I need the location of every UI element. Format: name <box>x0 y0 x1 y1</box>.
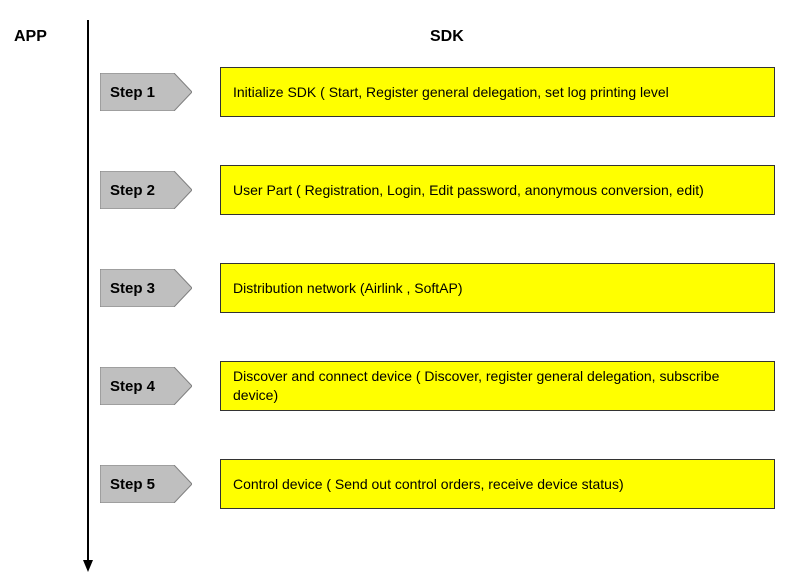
step-label-3: Step 3 <box>110 269 180 307</box>
step-arrow-3: Step 3 <box>100 269 192 307</box>
step-desc-1: Initialize SDK ( Start, Register general… <box>220 67 775 117</box>
step-arrow-4: Step 4 <box>100 367 192 405</box>
step-label-1: Step 1 <box>110 73 180 111</box>
step-arrow-5: Step 5 <box>100 465 192 503</box>
step-arrow-2: Step 2 <box>100 171 192 209</box>
header-app: APP <box>14 28 47 46</box>
timeline-arrow <box>83 20 97 580</box>
step-desc-3: Distribution network (Airlink , SoftAP) <box>220 263 775 313</box>
step-label-4: Step 4 <box>110 367 180 405</box>
header-sdk: SDK <box>430 28 464 46</box>
step-label-5: Step 5 <box>110 465 180 503</box>
step-desc-4: Discover and connect device ( Discover, … <box>220 361 775 411</box>
step-label-2: Step 2 <box>110 171 180 209</box>
step-desc-2: User Part ( Registration, Login, Edit pa… <box>220 165 775 215</box>
step-arrow-1: Step 1 <box>100 73 192 111</box>
step-desc-5: Control device ( Send out control orders… <box>220 459 775 509</box>
